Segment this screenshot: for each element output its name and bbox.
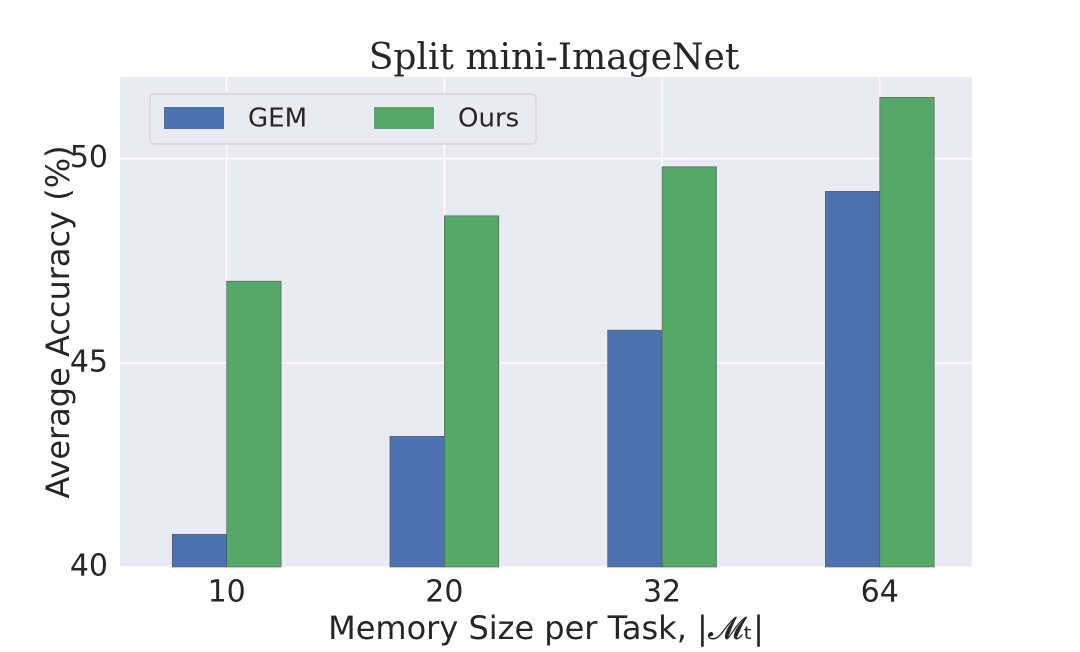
bar <box>661 166 717 568</box>
bar <box>879 97 935 568</box>
x-tick-label: 64 <box>861 575 899 610</box>
x-axis-label: Memory Size per Task, |𝓜ₜ| <box>328 609 764 647</box>
bar <box>607 329 663 568</box>
legend-swatch <box>374 107 434 129</box>
chart-title: Split mini-ImageNet <box>369 37 740 78</box>
y-tick-label: 40 <box>70 549 108 584</box>
legend-swatch <box>164 107 224 129</box>
bar <box>444 215 500 568</box>
legend-box <box>149 93 537 145</box>
x-tick-label: 10 <box>208 575 246 610</box>
legend-label: GEM <box>248 104 307 134</box>
y-tick-label: 45 <box>70 344 108 379</box>
bar <box>825 191 881 568</box>
y-axis-label: Average Accuracy (%) <box>39 145 77 498</box>
legend-label: Ours <box>458 104 519 134</box>
x-tick-label: 32 <box>643 575 681 610</box>
y-tick-label: 50 <box>70 140 108 175</box>
bar <box>389 436 445 568</box>
bar <box>171 534 227 568</box>
bar <box>226 280 282 568</box>
x-tick-label: 20 <box>425 575 463 610</box>
